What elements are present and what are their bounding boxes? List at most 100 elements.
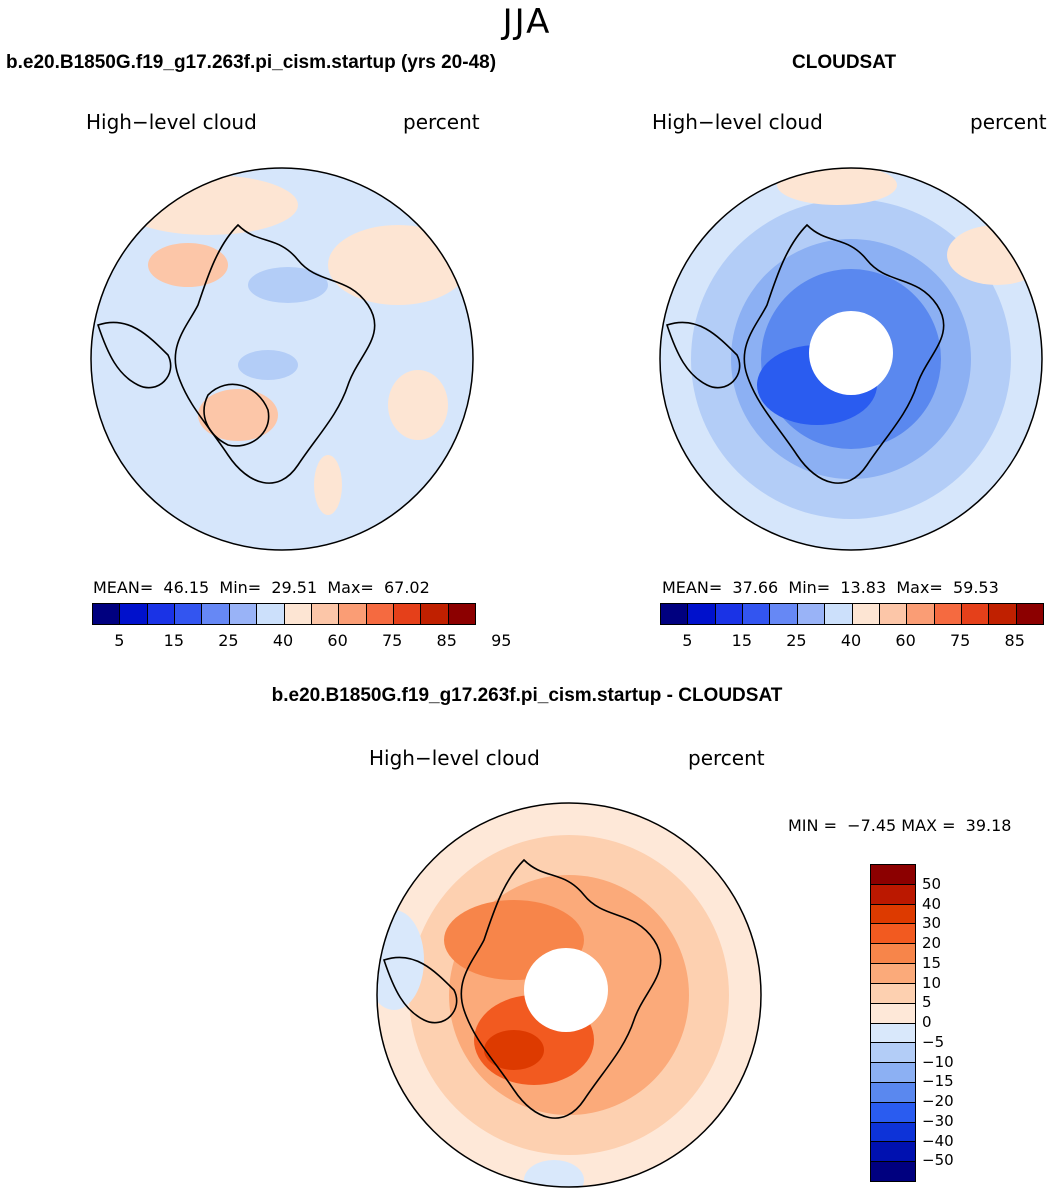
colorbar-swatch — [311, 604, 340, 624]
colorbar-swatch — [770, 604, 798, 624]
colorbar-tick-label: 15 — [163, 631, 185, 650]
diff-colorbar-label: −15 — [922, 1072, 954, 1091]
colorbar-swatch — [879, 604, 908, 624]
colorbar-swatch — [202, 604, 230, 624]
colorbar-tick-label: 95 — [491, 631, 512, 650]
colorbar-swatch — [448, 604, 476, 624]
colorbar-tick-label: 40 — [840, 631, 862, 650]
diff-colorbar-label: −5 — [922, 1032, 945, 1051]
diff-colorbar-label: 0 — [922, 1013, 932, 1031]
colorbar-swatch — [339, 604, 367, 624]
panel1-low-region — [238, 350, 298, 380]
panel1-map-boundary — [90, 167, 474, 551]
colorbar-swatch — [852, 604, 880, 624]
panel2-variable-label: High−level cloud — [652, 110, 823, 134]
colorbar-swatch — [688, 604, 716, 624]
diff-colorbar-label: −50 — [922, 1151, 954, 1170]
diff-colorbar-swatch — [871, 964, 915, 984]
colorbar-swatch — [393, 604, 422, 624]
colorbar-swatch — [147, 604, 176, 624]
panel1-colorbar — [92, 603, 476, 625]
colorbar-tick-label: 5 — [682, 631, 693, 650]
colorbar-tick-label: 75 — [949, 631, 971, 650]
colorbar-tick-label: 25 — [786, 631, 807, 650]
diff-colorbar-swatch — [871, 1122, 915, 1143]
diff-colorbar-swatch — [871, 1063, 915, 1083]
colorbar-tick-label: 5 — [114, 631, 125, 650]
diff-coastline — [460, 858, 662, 1119]
diff-colorbar-label: 40 — [922, 894, 942, 913]
panel1-coastline — [203, 383, 270, 447]
diff-colorbar-swatch — [871, 1082, 915, 1103]
diff-title: b.e20.B1850G.f19_g17.263f.pi_cism.startu… — [271, 685, 783, 706]
diff-colorbar-swatch — [871, 1003, 915, 1024]
panel2-missing-data-hole — [809, 311, 893, 395]
panel1-coastline — [174, 223, 376, 484]
diff-colorbar-label: 30 — [922, 914, 942, 933]
diff-colorbar-label: −40 — [922, 1131, 954, 1150]
colorbar-swatch — [907, 604, 935, 624]
diff-colorbar-label: 20 — [922, 934, 942, 952]
panel1-variable-label: High−level cloud — [86, 110, 257, 134]
panel2-colorbar — [660, 603, 1044, 625]
colorbar-swatch — [120, 604, 148, 624]
panel2-high-region — [777, 168, 897, 205]
colorbar-swatch — [175, 604, 203, 624]
panel1-colorbar-ticks: 5 15 25 40 60 75 85 95 — [92, 631, 511, 651]
colorbar-swatch — [743, 604, 771, 624]
diff-units-label: percent — [688, 746, 765, 770]
panel1-coastline — [96, 321, 172, 389]
diff-colorbar-swatch — [871, 1023, 915, 1044]
colorbar-swatch — [93, 604, 121, 624]
diff-colorbar-swatch — [871, 884, 915, 905]
diff-coastline — [382, 956, 458, 1024]
diff-polar-map — [376, 802, 762, 1188]
colorbar-swatch — [421, 604, 449, 624]
colorbar-swatch — [366, 604, 394, 624]
colorbar-swatch — [989, 604, 1017, 624]
diff-missing-data-hole — [524, 948, 608, 1032]
panel2-stats: MEAN= 37.66 Min= 13.83 Max= 59.53 — [662, 578, 999, 597]
diff-variable-label: High−level cloud — [369, 746, 540, 770]
diff-colorbar — [870, 864, 916, 1182]
colorbar-tick-label: 25 — [218, 631, 239, 650]
diff-colorbar-swatch — [871, 944, 915, 965]
colorbar-swatch — [825, 604, 853, 624]
diff-colorbar-label: 15 — [922, 953, 942, 972]
panel2-coastline — [665, 321, 741, 389]
diff-colorbar-swatch — [871, 904, 915, 925]
colorbar-swatch — [934, 604, 962, 624]
panel1-low-region — [248, 267, 328, 303]
panel1-polar-map — [90, 167, 474, 551]
colorbar-tick-label: 85 — [1004, 631, 1025, 650]
diff-colorbar-label: 5 — [922, 993, 932, 1012]
panel1-high-region — [198, 389, 278, 441]
panel2-polar-map — [659, 167, 1043, 551]
colorbar-swatch — [661, 604, 689, 624]
colorbar-swatch — [1016, 604, 1044, 624]
diff-colorbar-labels: 50 40 30 20 15 10 5 0 −5 −10 −15 −20 −30 −40 −50 — [922, 864, 982, 1180]
panel2-title: CLOUDSAT — [792, 52, 897, 73]
diff-colorbar-label: 50 — [922, 874, 942, 893]
diff-colorbar-swatch — [871, 1162, 915, 1181]
diff-colorbar-swatch — [871, 865, 915, 885]
diff-map-boundary — [376, 802, 762, 1188]
colorbar-tick-label: 15 — [731, 631, 753, 650]
panel1-high-region — [388, 370, 448, 440]
diff-colorbar-label: −20 — [922, 1092, 954, 1110]
panel2-units-label: percent — [970, 110, 1047, 134]
diff-colorbar-swatch — [871, 1142, 915, 1163]
diff-contour-band — [484, 1030, 544, 1070]
panel2-map-boundary — [659, 167, 1043, 551]
colorbar-swatch — [229, 604, 258, 624]
colorbar-swatch — [715, 604, 744, 624]
diff-colorbar-label: −30 — [922, 1111, 954, 1130]
diff-colorbar-swatch — [871, 924, 915, 945]
colorbar-swatch — [961, 604, 990, 624]
panel1-title: b.e20.B1850G.f19_g17.263f.pi_cism.startu… — [6, 52, 497, 73]
colorbar-swatch — [284, 604, 312, 624]
season-title: JJA — [502, 2, 552, 42]
colorbar-tick-label: 60 — [895, 631, 916, 650]
colorbar-swatch — [257, 604, 285, 624]
